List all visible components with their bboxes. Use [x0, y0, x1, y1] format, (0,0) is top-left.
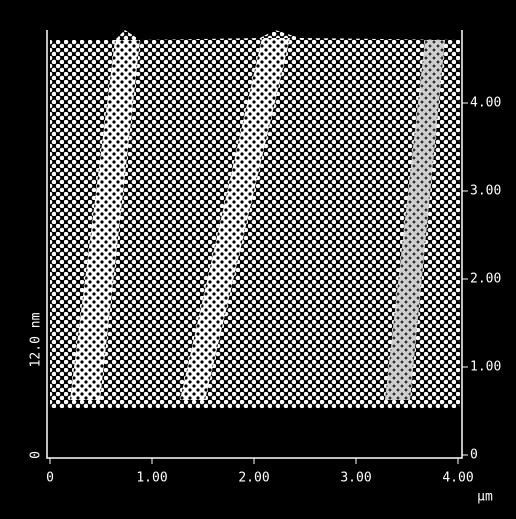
y-tick-label: 1.00 [470, 360, 501, 375]
x-tick-label: 4.00 [442, 471, 473, 486]
surface [50, 30, 460, 408]
y-tick-label: 4.00 [470, 96, 501, 111]
z-min: 0 [29, 451, 44, 459]
y-tick-label: 3.00 [470, 184, 501, 199]
y-tick-label: 2.00 [470, 272, 501, 287]
x-tick-label: 3.00 [340, 471, 371, 486]
x-tick-label: 0 [46, 471, 54, 486]
ridge [385, 40, 445, 400]
y-tick-label: 0 [470, 448, 478, 463]
z-max: 12.0 nm [29, 312, 44, 367]
x-unit: µm [477, 490, 493, 505]
x-tick-label: 1.00 [136, 471, 167, 486]
ridge [70, 40, 140, 400]
x-tick-label: 2.00 [238, 471, 269, 486]
ridge [180, 38, 290, 400]
